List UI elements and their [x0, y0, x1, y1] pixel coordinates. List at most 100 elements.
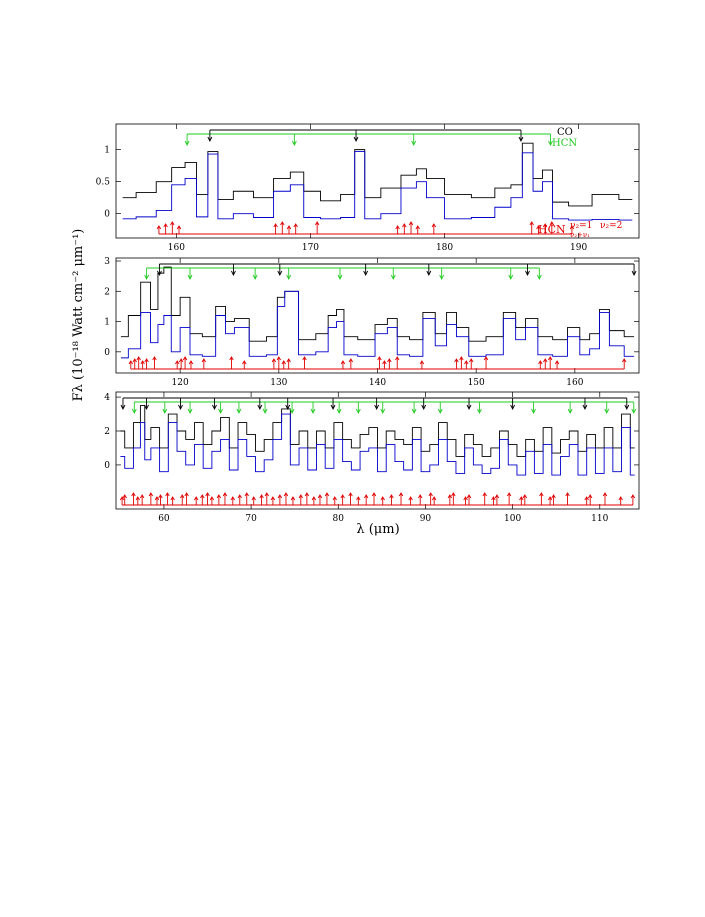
hcn-line-arrow [477, 408, 482, 415]
hcn-line-arrow [355, 408, 361, 415]
hcn-vib-arrow [395, 225, 400, 230]
hcn-vib-arrow [273, 223, 278, 228]
hcn-vib-arrow [348, 358, 354, 363]
hcn-line-arrow [131, 408, 137, 415]
hcn-vib-arrow [182, 356, 188, 361]
x-tick-label: 80 [333, 514, 345, 524]
hcn-vib-arrow [451, 492, 456, 497]
hcn-line-arrow [291, 140, 297, 147]
hcn-vib-arrow [170, 496, 175, 501]
hcn-vib-arrow [622, 358, 627, 363]
hcn-vib-arrow [201, 358, 207, 363]
hcn-vib-arrow [277, 494, 283, 499]
hcn-vib-arrow [135, 496, 140, 501]
hcn-vib-arrow [290, 496, 296, 501]
hcn-vib-arrow [340, 494, 345, 499]
hcn-vib-arrow [548, 356, 553, 361]
hcn-vib-arrow [482, 492, 487, 497]
hcn-vib-arrow [543, 358, 548, 363]
hcn-vib-arrow [222, 492, 228, 497]
hcn-vib-arrow [178, 358, 184, 363]
observed-spectrum [120, 266, 635, 342]
hcn-vib-arrow [304, 492, 310, 497]
legend-co: CO [557, 127, 573, 138]
co-line-arrow [231, 270, 236, 277]
hcn-line-arrow [236, 408, 242, 415]
hcn-vib-arrow [230, 496, 235, 501]
hcn-vib-arrow [200, 494, 205, 499]
hcn-vib-arrow [539, 492, 544, 497]
hcn-vib-arrow [377, 356, 382, 361]
x-tick-label: 150 [468, 378, 485, 388]
hcn-vib-arrow [205, 492, 210, 497]
model-spectrum [120, 290, 635, 359]
co-line-arrow [157, 270, 162, 277]
hcn-vib-arrow [170, 221, 175, 226]
y-axis-title: Fλ (10⁻¹⁸ Watt cm⁻² μm⁻¹) [71, 229, 86, 402]
hcn-vib-arrow [536, 225, 541, 230]
x-axis-title: λ (μm) [356, 522, 399, 537]
hcn-vib-arrow [259, 494, 264, 499]
model-spectrum [120, 413, 635, 476]
y-tick-label: 0.5 [96, 178, 111, 188]
co-line-arrow [631, 270, 637, 277]
y-tick-label: 1 [104, 318, 110, 328]
hcn-line-arrow [252, 274, 258, 281]
hcn-vib-arrow [454, 358, 459, 363]
hcn-vib-arrow [283, 492, 289, 497]
hcn-vib-arrow [251, 496, 256, 501]
hcn-vib-arrow [131, 492, 136, 497]
hcn-vib-arrow [494, 494, 500, 499]
hcn-vib-arrow [569, 225, 575, 230]
panel-middle: 120 130 140 150 160 0 1 2 3 [104, 257, 640, 388]
hcn-vib-arrow [165, 492, 170, 497]
y-tick-label: 2 [104, 427, 110, 437]
y-tick-label: 1 [104, 146, 110, 156]
x-tick-label: 120 [172, 378, 189, 388]
hcn-vib-arrow [382, 360, 387, 365]
hcn-vib-arrow [415, 225, 420, 230]
hcn-vib-arrow [280, 221, 285, 226]
x-tick-label: 140 [369, 378, 386, 388]
legend-v2-2: ν₂=2 [600, 221, 622, 231]
legend-combo: ν₂+ν₁ [570, 231, 590, 239]
observed-spectrum [120, 405, 635, 457]
hcn-vib-arrow [216, 494, 222, 499]
hcn-line-arrow [531, 408, 536, 415]
hcn-vib-arrow [408, 221, 414, 226]
hcn-vib-arrow [271, 358, 277, 363]
hcn-vib-arrow [398, 492, 404, 497]
hcn-vib-arrow [565, 492, 570, 497]
hcn-line-arrow [604, 408, 610, 415]
hcn-vib-arrow [180, 494, 185, 499]
co-line-arrow [624, 404, 630, 411]
hcn-vib-arrow [244, 492, 249, 497]
co-line-arrow [178, 404, 183, 411]
co-line-arrow [257, 404, 263, 411]
hcn-vib-arrow [506, 492, 512, 497]
hcn-vib-arrow [464, 360, 469, 365]
hcn-vib-arrow [188, 360, 194, 365]
x-tick-label: 190 [570, 243, 587, 253]
hcn-vib-arrow [447, 494, 453, 499]
hcn-vib-arrow [459, 356, 464, 361]
hcn-line-arrow [390, 274, 396, 281]
hcn-vib-arrow [491, 496, 496, 501]
hcn-line-arrow [337, 274, 343, 281]
legend-v2-1: ν₂=1 [570, 221, 592, 231]
hcn-vib-arrow [194, 496, 199, 501]
hcn-vib-arrow [237, 494, 242, 499]
hcn-vib-arrow [132, 358, 137, 363]
hcn-vib-arrow [286, 358, 291, 363]
hcn-line-arrow [380, 408, 386, 415]
co-line-arrow [144, 404, 149, 411]
x-tick-label: 90 [420, 514, 432, 524]
hcn-vib-arrow [402, 223, 407, 228]
hcn-vib-arrow [293, 223, 298, 228]
hcn-vib-arrow [122, 494, 127, 499]
hcn-line-arrow [411, 408, 417, 415]
hcn-line-arrow [162, 408, 168, 415]
x-tick-label: 160 [168, 243, 185, 253]
co-line-arrow [277, 270, 283, 277]
